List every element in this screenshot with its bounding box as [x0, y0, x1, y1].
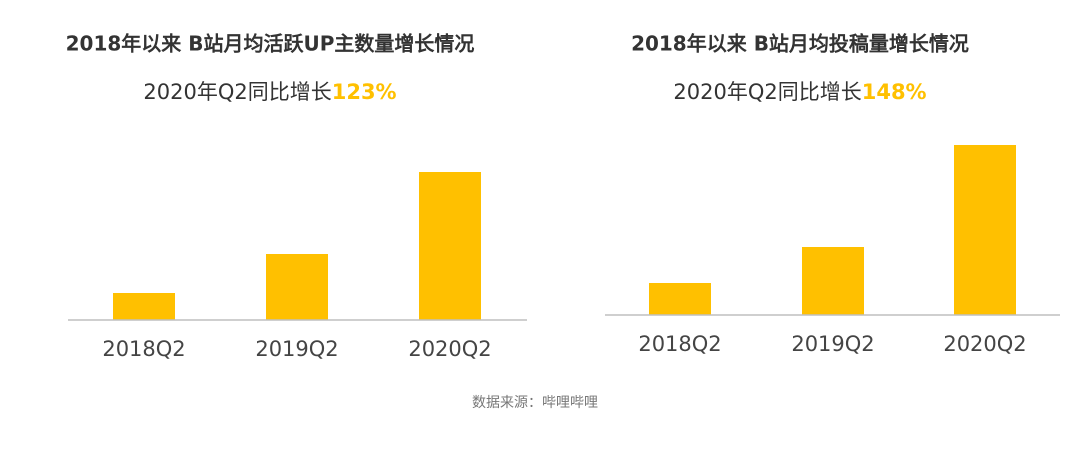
x-tick-label: 2019Q2 — [255, 337, 338, 361]
chart-title: 2018年以来 B站月均活跃UP主数量增长情况 — [66, 32, 475, 56]
x-tick-label: 2020Q2 — [943, 332, 1026, 356]
bar — [649, 283, 711, 315]
subtitle: 2020年Q2同比增长148% — [673, 80, 926, 104]
x-tick-label: 2020Q2 — [408, 337, 491, 361]
bar — [113, 293, 175, 320]
subtitle-text: 2020年Q2同比增长 — [143, 80, 331, 104]
x-tick-label: 2019Q2 — [791, 332, 874, 356]
bar — [802, 247, 864, 315]
subtitle-text: 2020年Q2同比增长 — [673, 80, 861, 104]
source: 数据来源：哔哩哔哩 — [472, 395, 598, 411]
subtitle-highlight: 123% — [332, 80, 397, 104]
x-tick-label: 2018Q2 — [638, 332, 721, 356]
x-tick-label: 2018Q2 — [102, 337, 185, 361]
subtitle: 2020年Q2同比增长123% — [143, 80, 396, 104]
bar — [266, 254, 328, 320]
bar — [954, 145, 1016, 315]
subtitle-highlight: 148% — [862, 80, 927, 104]
chart-title: 2018年以来 B站月均投稿量增长情况 — [631, 32, 969, 56]
bar — [419, 172, 481, 320]
